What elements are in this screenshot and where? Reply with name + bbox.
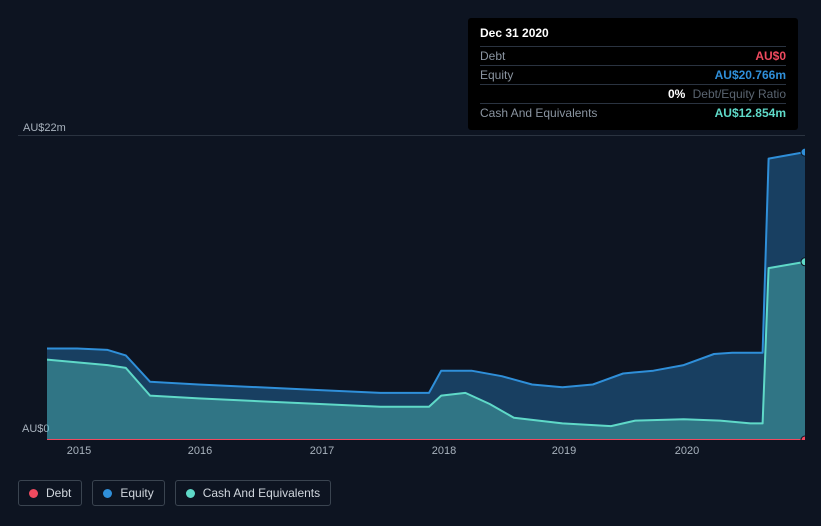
tooltip-row-label: Equity <box>480 68 513 82</box>
legend-swatch-cash <box>186 489 195 498</box>
tooltip-row: Equity AU$20.766m <box>480 65 786 84</box>
x-axis-tick: 2017 <box>310 445 334 457</box>
legend-item-debt[interactable]: Debt <box>18 480 82 506</box>
tooltip-row: Debt AU$0 <box>480 46 786 65</box>
legend-swatch-equity <box>103 489 112 498</box>
legend: Debt Equity Cash And Equivalents <box>18 480 331 506</box>
x-axis-tick: 2019 <box>552 445 576 457</box>
y-axis-top-label: AU$22m <box>23 122 66 134</box>
x-axis-tick: 2015 <box>67 445 91 457</box>
marker-cash <box>801 258 805 266</box>
financials-area-chart <box>47 135 805 440</box>
legend-label-cash: Cash And Equivalents <box>203 486 320 500</box>
legend-label-debt: Debt <box>46 486 71 500</box>
marker-equity <box>801 148 805 156</box>
x-axis-tick: 2016 <box>188 445 212 457</box>
chart-tooltip: Dec 31 2020 Debt AU$0 Equity AU$20.766m 0% D… <box>468 18 798 130</box>
x-axis-tick: 2018 <box>432 445 456 457</box>
tooltip-row-value: AU$0 <box>755 49 786 63</box>
tooltip-row: Cash And Equivalents AU$12.854m <box>480 103 786 122</box>
tooltip-row-value: 0% Debt/Equity Ratio <box>668 87 786 101</box>
tooltip-row-value: AU$20.766m <box>715 68 786 82</box>
x-axis-tick: 2020 <box>675 445 699 457</box>
legend-label-equity: Equity <box>120 486 153 500</box>
tooltip-row-label: Cash And Equivalents <box>480 106 597 120</box>
tooltip-row-label: Debt <box>480 49 505 63</box>
tooltip-row-value: AU$12.854m <box>715 106 786 120</box>
x-axis: 2015 2016 2017 2018 2019 2020 <box>47 445 805 465</box>
legend-swatch-debt <box>29 489 38 498</box>
legend-item-cash[interactable]: Cash And Equivalents <box>175 480 331 506</box>
legend-item-equity[interactable]: Equity <box>92 480 164 506</box>
y-axis-bottom-label: AU$0 <box>22 423 50 435</box>
tooltip-row: 0% Debt/Equity Ratio <box>480 84 786 103</box>
tooltip-rows: Debt AU$0 Equity AU$20.766m 0% Debt/Equity R… <box>480 46 786 122</box>
tooltip-date: Dec 31 2020 <box>480 26 786 44</box>
